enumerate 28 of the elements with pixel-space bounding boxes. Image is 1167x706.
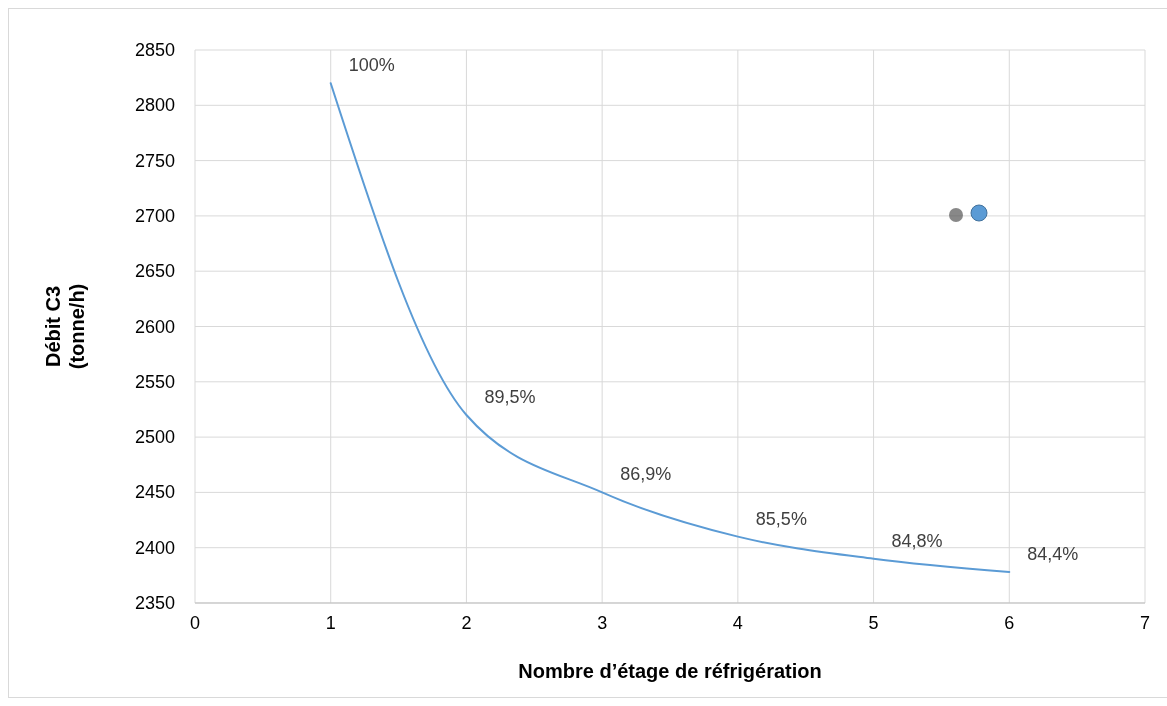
- y-tick-label: 2500: [134, 427, 175, 448]
- y-tick-label: 2350: [134, 593, 175, 613]
- annotation: 86,9%: [620, 464, 672, 485]
- y-tick-label: 2600: [134, 316, 175, 337]
- annotation: 100%: [348, 55, 395, 76]
- x-tick-label: 3: [597, 613, 608, 633]
- annotation: 89,5%: [484, 386, 536, 407]
- x-axis-title: Nombre d’étage de réfrigération: [518, 660, 822, 682]
- y-axis-title: Débit C3 (tonne/h): [42, 283, 88, 370]
- annotation: 84,4%: [1027, 544, 1079, 565]
- annotation: 85,5%: [755, 508, 807, 529]
- y-tick-label: 2750: [134, 150, 175, 171]
- y-tick-label: 2700: [134, 205, 175, 226]
- x-tick-label: 6: [1004, 613, 1015, 633]
- x-tick-label: 4: [732, 613, 743, 633]
- y-tick-label: 2850: [134, 40, 175, 60]
- x-tick-label: 1: [325, 613, 336, 633]
- x-tick-label: 7: [1139, 613, 1151, 633]
- line-series: [329, 82, 1011, 574]
- x-tick-label: 0: [189, 613, 201, 633]
- y-tick-label: 2650: [134, 261, 175, 282]
- y-tick-label: 2800: [134, 95, 175, 116]
- y-tick-label: 2400: [134, 537, 175, 558]
- x-tick-label: 2: [461, 613, 472, 633]
- annotation: 84,8%: [891, 530, 943, 551]
- y-tick-label: 2450: [134, 482, 175, 503]
- y-tick-label: 2550: [134, 371, 175, 392]
- x-tick-label: 5: [868, 613, 879, 633]
